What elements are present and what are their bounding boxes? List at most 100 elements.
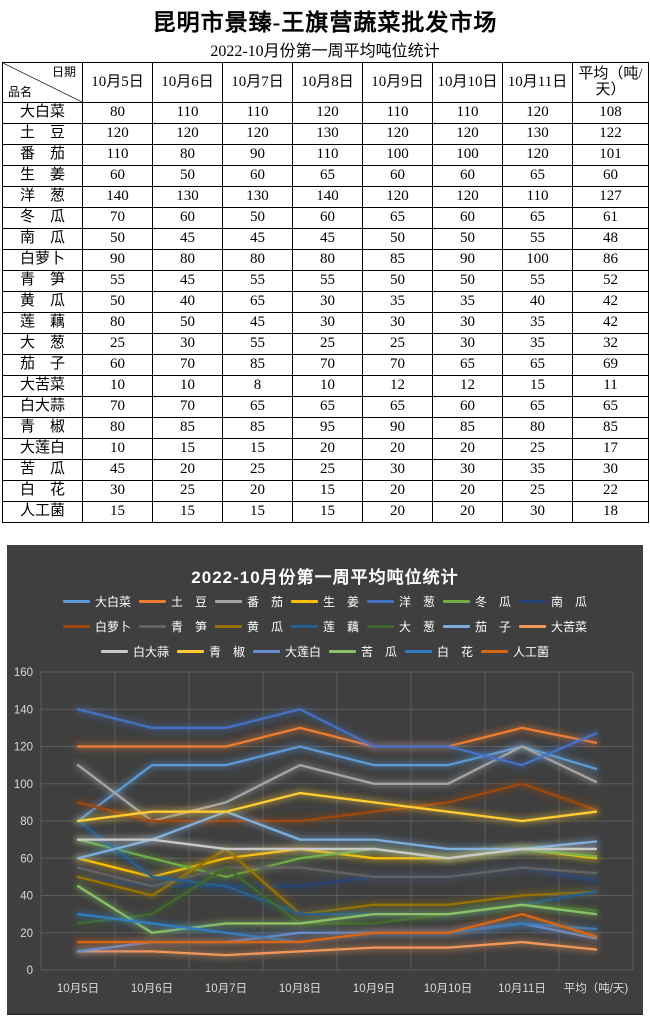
- table-cell: 12: [432, 375, 503, 397]
- table-cell: 65: [362, 207, 433, 229]
- table-cell: 101: [572, 144, 649, 166]
- legend-label: 大白菜: [94, 595, 131, 609]
- row-label: 土 豆: [2, 123, 83, 145]
- legend-label: 白萝卜: [94, 620, 131, 634]
- chart-panel: 0 20 40 60 80 100 120 140 160 10月5日 10月6日 10月7日 10月8…: [7, 545, 643, 1015]
- table-row: 苦 瓜 45 20 25 25 30 30 35 30: [2, 459, 649, 481]
- table-cell: 35: [362, 291, 433, 313]
- table-cell: 60: [82, 165, 153, 187]
- column-header: 10月10日: [432, 62, 503, 103]
- column-header: 10月6日: [152, 62, 223, 103]
- table-cell: 20: [362, 480, 433, 502]
- table-cell: 60: [432, 165, 503, 187]
- table-cell: 15: [292, 501, 363, 523]
- row-label: 生 姜: [2, 165, 83, 187]
- table-row: 黄 瓜 50 40 65 30 35 35 40 42: [2, 291, 649, 313]
- legend-item: 茄 子: [443, 618, 511, 635]
- table-cell: 85: [572, 417, 649, 439]
- legend-line-swatch: [329, 650, 356, 653]
- table-cell: 35: [502, 312, 573, 334]
- legend-label: 白大蒜: [132, 645, 169, 659]
- table-cell: 90: [82, 249, 153, 271]
- table-cell: 85: [222, 354, 293, 376]
- series-line: [76, 708, 598, 767]
- legend-line-swatch: [214, 625, 242, 628]
- legend-line-swatch: [62, 600, 90, 603]
- series-line: [76, 885, 598, 934]
- row-label: 黄 瓜: [2, 291, 83, 313]
- table-cell: 60: [362, 165, 433, 187]
- table-cell: 50: [222, 207, 293, 229]
- table-row: 白 花 30 25 20 15 20 20 25 22: [2, 480, 649, 502]
- table-cell: 15: [502, 375, 573, 397]
- table-cell: 120: [222, 123, 293, 145]
- table-cell: 120: [362, 123, 433, 145]
- table-cell: 90: [222, 144, 293, 166]
- table-cell: 20: [432, 501, 503, 523]
- legend-item: 莲 藕: [290, 618, 359, 635]
- table-cell: 110: [432, 102, 503, 124]
- table-row: 白萝卜 90 80 80 80 85 90 100 86: [2, 249, 649, 271]
- table-cell: 55: [502, 270, 573, 292]
- table-cell: 110: [502, 186, 573, 208]
- table-header-row: 日期 品名 10月5日 10月6日 10月7日 10月8日 10月9日 10月10日 10月…: [2, 62, 649, 103]
- row-label: 白大蒜: [2, 396, 83, 418]
- x-axis-tick-label: 平均（吨/天): [564, 982, 629, 995]
- column-header: 10月9日: [362, 62, 433, 103]
- legend-label: 人工菌: [513, 645, 550, 659]
- table-corner-cell: 日期 品名: [2, 62, 83, 103]
- tonnage-table: 日期 品名 10月5日 10月6日 10月7日 10月8日 10月9日 10月10日 10月…: [2, 62, 649, 523]
- table-cell: 65: [222, 396, 293, 418]
- table-cell: 11: [572, 375, 649, 397]
- table-cell: 25: [82, 333, 153, 355]
- table-cell: 65: [572, 396, 649, 418]
- table-cell: 60: [432, 207, 503, 229]
- legend-label: 大苦菜: [551, 620, 588, 634]
- row-label: 南 瓜: [2, 228, 83, 250]
- table-cell: 45: [152, 228, 223, 250]
- table-cell: 110: [362, 102, 433, 124]
- row-label: 番 茄: [2, 144, 83, 166]
- table-cell: 22: [572, 480, 649, 502]
- legend-item: 苦 瓜: [329, 643, 397, 660]
- legend-line-swatch: [138, 625, 166, 628]
- table-cell: 85: [362, 249, 433, 271]
- table-cell: 35: [432, 291, 503, 313]
- corner-diagonal-line: [3, 63, 82, 102]
- table-cell: 120: [502, 144, 573, 166]
- row-label: 大 葱: [2, 333, 83, 355]
- table-row: 土 豆 120 120 120 130 120 120 130 122: [2, 123, 649, 145]
- chart-legend: 大白菜土 豆番 茄生 姜洋 葱冬 瓜南 瓜白萝卜青 笋黄 瓜莲 藕大 葱茄 子大…: [7, 593, 643, 660]
- table-cell: 122: [572, 123, 649, 145]
- legend-item: 白 花: [405, 643, 473, 660]
- page-title: 昆明市景臻-王旗营蔬菜批发市场: [152, 10, 498, 35]
- legend-item: 青 椒: [176, 643, 245, 660]
- y-axis-tick-label: 160: [14, 667, 33, 679]
- table-cell: 65: [502, 354, 573, 376]
- table-cell: 100: [362, 144, 433, 166]
- table-row: 大莲白 10 15 15 20 20 20 25 17: [2, 438, 649, 460]
- y-axis-tick-label: 0: [27, 965, 33, 977]
- table-cell: 60: [152, 207, 223, 229]
- table-cell: 69: [572, 354, 649, 376]
- table-cell: 25: [152, 480, 223, 502]
- table-cell: 25: [222, 459, 293, 481]
- y-axis-tick-label: 60: [20, 853, 33, 865]
- table-cell: 130: [292, 123, 363, 145]
- table-cell: 85: [222, 417, 293, 439]
- legend-line-swatch: [100, 650, 128, 653]
- legend-label: 茄 子: [475, 620, 512, 634]
- x-axis-tick-label: 10月11日: [498, 983, 546, 995]
- table-cell: 90: [432, 249, 503, 271]
- line-chart: 0 20 40 60 80 100 120 140 160 10月5日 10月6日 10月7日 10月8…: [14, 667, 634, 995]
- table-cell: 60: [432, 396, 503, 418]
- page-subtitle: 2022-10月份第一周平均吨位统计: [210, 43, 440, 60]
- table-cell: 30: [572, 459, 649, 481]
- x-axis-tick-label: 10月5日: [57, 983, 99, 995]
- table-cell: 70: [82, 396, 153, 418]
- table-cell: 20: [292, 438, 363, 460]
- legend-line-swatch: [367, 600, 394, 603]
- series-line: [76, 866, 598, 888]
- table-cell: 55: [222, 270, 293, 292]
- table-cell: 140: [292, 186, 363, 208]
